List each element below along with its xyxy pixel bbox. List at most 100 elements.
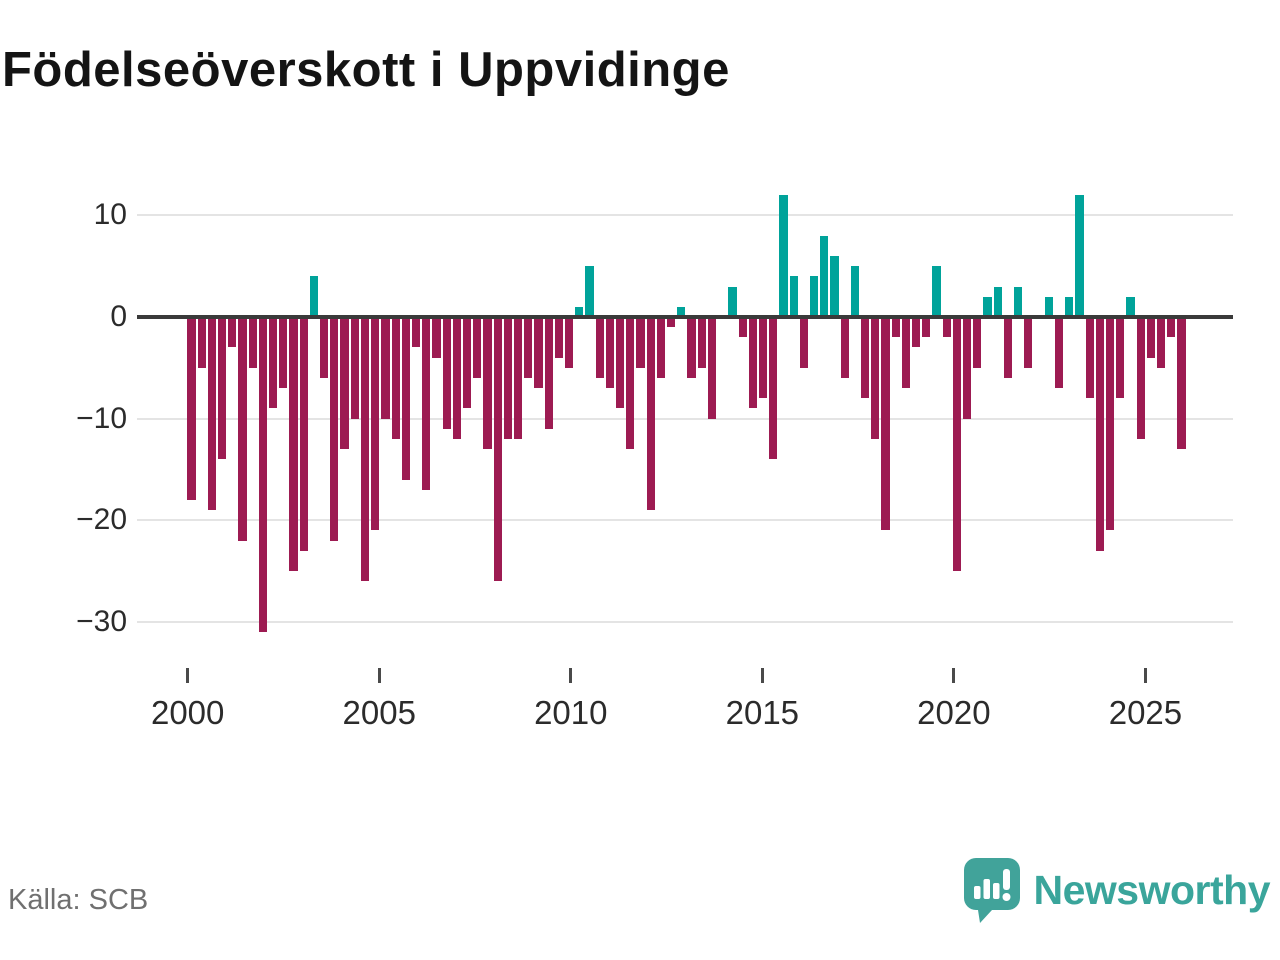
bar [901, 317, 910, 389]
bar [728, 286, 737, 317]
bar [1044, 296, 1053, 317]
bar [565, 317, 574, 368]
bar [1136, 317, 1145, 439]
bar [350, 317, 359, 419]
bar [850, 266, 859, 317]
bar [1003, 317, 1013, 378]
bar [187, 317, 196, 500]
bar [993, 286, 1002, 317]
bar [340, 317, 349, 450]
bar [963, 317, 972, 419]
gridline [137, 620, 1233, 623]
bar [1085, 317, 1094, 399]
bar [401, 317, 410, 480]
bar [258, 317, 268, 632]
newsworthy-logo-icon [963, 858, 1020, 923]
bar [942, 317, 951, 338]
bar [789, 276, 798, 317]
x-axis-tick-mark [377, 668, 381, 683]
bar [493, 317, 502, 582]
x-axis-tick-mark [569, 668, 573, 683]
y-axis-tick-label: 0 [110, 300, 127, 333]
x-axis-tick-label: 2000 [150, 694, 225, 731]
bar [616, 317, 625, 409]
bar [830, 256, 839, 317]
bar [238, 317, 247, 541]
bar [922, 317, 931, 338]
x-axis-tick-label: 2010 [534, 694, 608, 731]
bar [299, 317, 308, 551]
bar [881, 317, 890, 531]
zero-axis-line [137, 315, 1233, 319]
bar [411, 317, 421, 348]
bar [707, 317, 717, 419]
bar [605, 317, 615, 389]
x-axis-tick-mark [952, 668, 956, 683]
x-axis-tick-mark [1143, 668, 1147, 683]
bar [738, 317, 747, 338]
bar [1014, 286, 1023, 317]
bar [769, 317, 778, 460]
gridline [137, 214, 1233, 217]
gridline [137, 417, 1233, 420]
bar [248, 317, 257, 368]
bar [554, 317, 563, 358]
bar [442, 317, 451, 429]
bar [473, 317, 482, 378]
bar [860, 317, 870, 399]
bar [360, 317, 370, 582]
bar [585, 266, 594, 317]
bar [330, 317, 339, 541]
bar [483, 317, 492, 450]
bar [197, 317, 206, 368]
bar [1116, 317, 1125, 399]
bar [320, 317, 329, 378]
y-axis-tick-label: −10 [76, 401, 127, 435]
bar [1126, 296, 1135, 317]
bar [228, 317, 237, 348]
bar [891, 317, 900, 338]
bar [656, 317, 666, 378]
bar [799, 317, 808, 368]
bar [667, 317, 676, 328]
bar [279, 317, 288, 389]
source-label: Källa: SCB [8, 884, 149, 916]
bar [626, 317, 635, 450]
bar [452, 317, 461, 439]
bar [381, 317, 390, 419]
bar [646, 317, 655, 511]
bar [1054, 317, 1064, 389]
bar [391, 317, 400, 439]
bar [687, 317, 696, 378]
x-axis-tick-label: 2005 [342, 694, 416, 731]
bar [544, 317, 553, 429]
bar [207, 317, 216, 511]
bar [840, 317, 849, 378]
gridline [137, 519, 1233, 522]
bar [1065, 296, 1074, 317]
bar [758, 317, 768, 399]
bar [1156, 317, 1166, 368]
bar [1105, 317, 1115, 531]
bar [534, 317, 543, 389]
bar [952, 317, 962, 571]
y-axis-tick-label: −30 [76, 604, 127, 638]
x-axis-tick-label: 2025 [1108, 694, 1183, 731]
bar [1024, 317, 1033, 368]
x-axis-tick-mark [186, 668, 190, 683]
bar [513, 317, 523, 439]
bar [422, 317, 431, 490]
page-title: Födelseöverskott i Uppvidinge [2, 43, 730, 97]
bar [820, 235, 829, 317]
bar [309, 276, 319, 317]
bar [269, 317, 278, 409]
newsworthy-wordmark: Newsworthy [1033, 866, 1271, 913]
bar [932, 266, 941, 317]
x-axis-tick-mark [760, 668, 764, 683]
bar [748, 317, 757, 409]
bar [697, 317, 706, 368]
y-axis-tick-label: 10 [93, 198, 127, 232]
x-axis-tick-label: 2020 [917, 694, 991, 731]
bar [983, 296, 992, 317]
